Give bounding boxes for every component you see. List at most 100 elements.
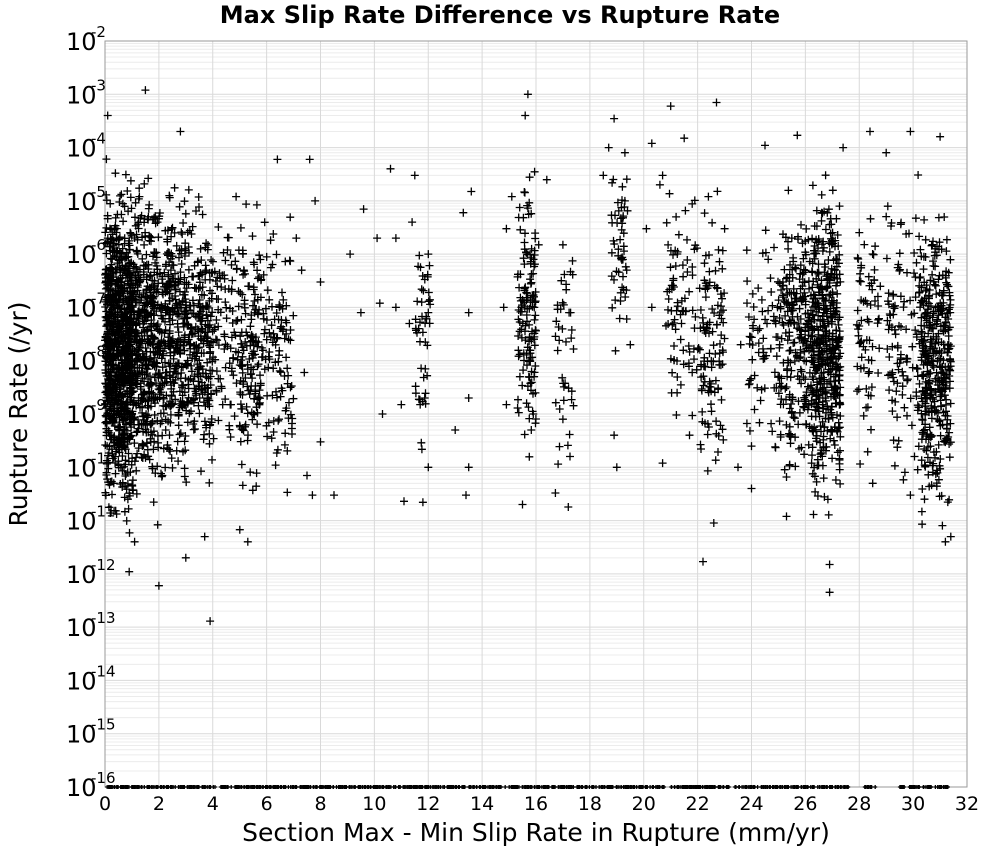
- data-point: [147, 233, 156, 242]
- data-point: [946, 532, 955, 541]
- data-point: [157, 372, 166, 381]
- data-point: [800, 395, 809, 404]
- data-point: [131, 198, 140, 207]
- data-point: [176, 374, 185, 383]
- data-point: [167, 454, 176, 463]
- data-point: [263, 432, 272, 441]
- data-point: [221, 340, 230, 349]
- data-point: [513, 404, 522, 412]
- data-point: [679, 346, 688, 355]
- data-point: [518, 500, 527, 509]
- data-point: [130, 537, 139, 546]
- data-point: [134, 424, 143, 433]
- data-point: [108, 490, 116, 499]
- data-point: [104, 426, 113, 435]
- data-point: [673, 388, 682, 397]
- data-point: [945, 453, 954, 462]
- data-point: [903, 411, 911, 420]
- data-point: [134, 345, 143, 354]
- data-point: [718, 294, 726, 303]
- data-point: [874, 369, 883, 377]
- data-point: [145, 337, 154, 346]
- data-point: [558, 324, 567, 333]
- data-point: [144, 403, 153, 412]
- data-point: [175, 387, 184, 396]
- data-point: [275, 346, 284, 355]
- data-point: [101, 441, 110, 449]
- data-point: [808, 451, 816, 460]
- data-point: [109, 246, 117, 255]
- data-point: [123, 313, 132, 322]
- data-point: [711, 266, 720, 275]
- data-point: [527, 426, 536, 434]
- data-point: [237, 315, 246, 324]
- data-point: [112, 393, 120, 402]
- data-point: [264, 363, 273, 372]
- data-point: [122, 485, 131, 494]
- data-point: [711, 456, 720, 465]
- data-point: [133, 313, 142, 322]
- data-point: [774, 277, 782, 286]
- data-point: [155, 209, 164, 217]
- data-point: [551, 489, 560, 497]
- data-point: [286, 336, 295, 345]
- data-point: [128, 302, 136, 311]
- data-point: [746, 426, 754, 435]
- data-point: [935, 492, 944, 501]
- data-point: [619, 272, 627, 281]
- data-point: [668, 368, 677, 377]
- data-point: [683, 235, 691, 244]
- data-point: [714, 448, 722, 456]
- data-point: [768, 301, 777, 310]
- data-point: [559, 382, 568, 391]
- data-point: [915, 288, 924, 297]
- data-point-floor: [669, 785, 674, 789]
- data-point: [127, 431, 136, 440]
- data-point: [802, 224, 811, 233]
- data-point: [102, 238, 111, 247]
- data-point: [122, 356, 131, 365]
- data-point: [139, 354, 148, 363]
- data-point: [123, 479, 132, 488]
- data-point: [942, 235, 951, 244]
- data-point: [132, 489, 141, 498]
- data-point: [115, 385, 124, 393]
- data-point: [239, 270, 248, 279]
- data-point-floor: [503, 785, 508, 789]
- data-point: [232, 192, 241, 201]
- data-point: [145, 200, 154, 209]
- data-point: [824, 510, 833, 519]
- data-point: [703, 430, 712, 439]
- data-point: [167, 277, 176, 286]
- data-point: [745, 376, 754, 385]
- data-point: [941, 537, 950, 546]
- data-point: [743, 299, 751, 308]
- data-point: [154, 443, 163, 452]
- data-point: [718, 246, 727, 255]
- data-point: [882, 212, 891, 221]
- data-point: [112, 351, 121, 360]
- data-point: [110, 422, 119, 430]
- data-point: [289, 394, 298, 403]
- data-point: [175, 346, 184, 355]
- data-point: [772, 352, 781, 361]
- data-point: [697, 445, 705, 453]
- data-point: [551, 398, 560, 407]
- data-point: [144, 339, 152, 348]
- data-point: [102, 223, 111, 232]
- data-point: [149, 293, 158, 301]
- data-point: [114, 460, 123, 469]
- data-point: [118, 399, 127, 408]
- data-point: [135, 278, 144, 287]
- data-point: [169, 261, 178, 270]
- data-point: [870, 265, 879, 274]
- data-point: [135, 320, 144, 328]
- data-point: [671, 262, 680, 270]
- data-point: [153, 520, 162, 529]
- data-point: [236, 332, 245, 341]
- data-point: [212, 367, 221, 376]
- data-point: [179, 219, 188, 227]
- data-point: [128, 482, 137, 490]
- data-point: [425, 295, 434, 304]
- data-point: [263, 286, 272, 295]
